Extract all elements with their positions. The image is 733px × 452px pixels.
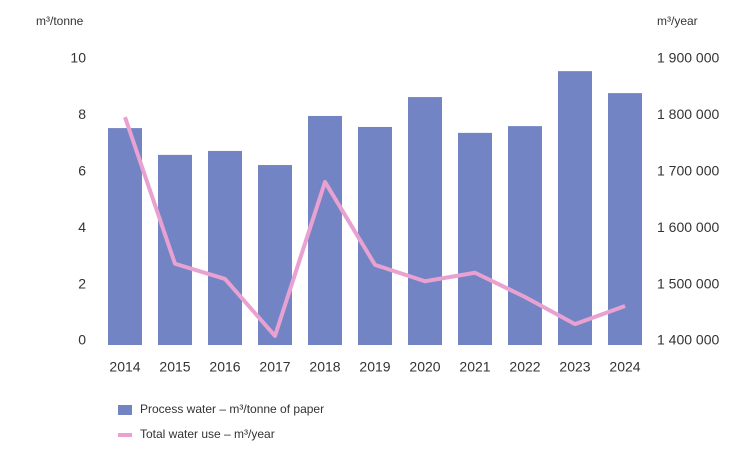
y2-tick-label: 1 600 000 <box>657 219 719 235</box>
x-tick-label: 2014 <box>109 359 140 375</box>
bar <box>108 128 142 345</box>
bar <box>408 97 442 345</box>
x-tick-label: 2021 <box>459 359 490 375</box>
bar <box>258 165 292 345</box>
y-tick-label: 0 <box>78 332 86 348</box>
bar <box>158 154 192 345</box>
y-tick-label: 2 <box>78 275 86 291</box>
y2-tick-label: 1 700 000 <box>657 163 719 179</box>
bar <box>608 93 642 345</box>
y2-tick-label: 1 900 000 <box>657 50 719 66</box>
y2-tick-label: 1 500 000 <box>657 275 719 291</box>
legend-label: Total water use – m³/year <box>140 427 275 441</box>
x-tick-label: 2017 <box>259 359 290 375</box>
bar <box>358 126 392 345</box>
y2-tick-label: 1 400 000 <box>657 332 719 348</box>
line <box>123 116 626 338</box>
x-tick-label: 2015 <box>159 359 190 375</box>
y-tick-label: 4 <box>78 219 86 235</box>
legend-label: Process water – m³/tonne of paper <box>140 402 324 416</box>
x-tick-label: 2024 <box>609 359 640 375</box>
bar <box>208 150 242 345</box>
y2-axis-title: m³/year <box>657 14 698 28</box>
y-tick-label: 6 <box>78 163 86 179</box>
x-tick-label: 2022 <box>509 359 540 375</box>
bar <box>458 132 492 345</box>
x-tick-label: 2018 <box>309 359 340 375</box>
y-tick-label: 8 <box>78 106 86 122</box>
x-tick-label: 2020 <box>409 359 440 375</box>
y-tick-label: 10 <box>70 50 86 66</box>
bar <box>508 126 542 345</box>
y2-tick-label: 1 800 000 <box>657 106 719 122</box>
x-tick-label: 2019 <box>359 359 390 375</box>
legend-swatch <box>118 405 132 415</box>
x-tick-label: 2023 <box>559 359 590 375</box>
bar <box>308 115 342 346</box>
x-tick-label: 2016 <box>209 359 240 375</box>
y-axis-title: m³/tonne <box>36 14 84 28</box>
bar <box>558 71 592 345</box>
